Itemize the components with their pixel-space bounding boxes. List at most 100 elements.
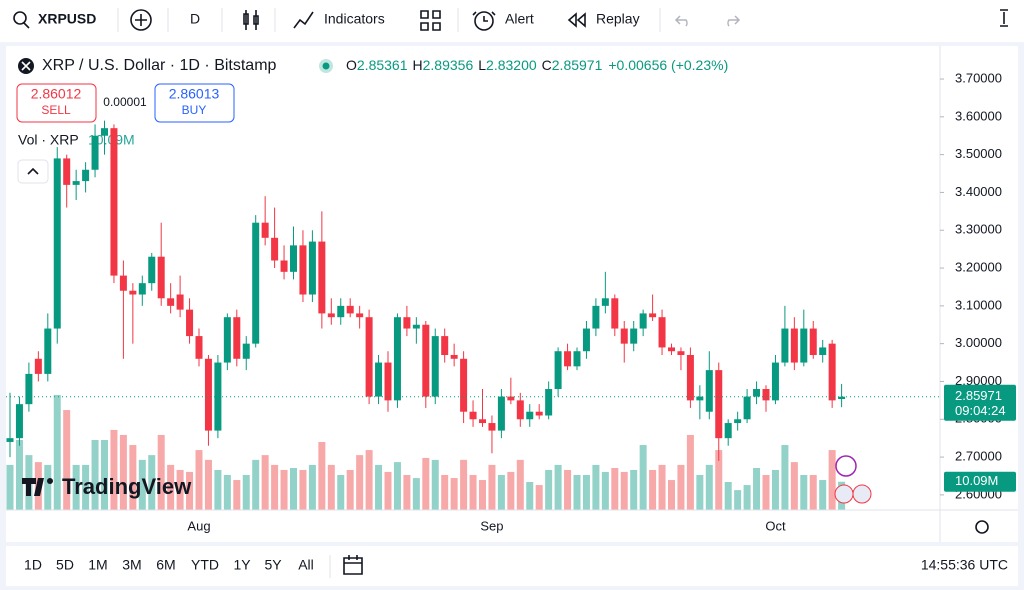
candle-body <box>290 245 297 272</box>
volume-bar <box>327 464 335 510</box>
candle-body <box>771 362 779 401</box>
volume-bar <box>44 464 52 510</box>
candle-body <box>696 396 704 401</box>
candle-body <box>743 396 751 420</box>
volume-bar <box>252 459 260 510</box>
volume-bar <box>6 464 14 510</box>
interval[interactable]: D <box>190 11 200 27</box>
panel-icon[interactable] <box>1000 9 1008 27</box>
sell-button[interactable] <box>16 83 97 123</box>
indicators-icon[interactable] <box>293 11 314 29</box>
volume-bar <box>82 464 90 510</box>
event-flag[interactable] <box>834 484 854 504</box>
range-button[interactable]: 3M <box>122 557 141 573</box>
volume-bar <box>753 468 761 510</box>
candle-body <box>828 343 836 401</box>
candle-body <box>119 275 127 291</box>
range-button[interactable]: 1Y <box>233 557 251 573</box>
range-button[interactable]: YTD <box>191 557 219 573</box>
search-icon[interactable] <box>13 11 27 25</box>
candle-body <box>790 328 798 363</box>
volume-bar <box>497 475 505 510</box>
change: +0.00656 (+0.23%) <box>608 57 728 73</box>
range-button[interactable]: 5D <box>56 557 74 573</box>
event-flag[interactable] <box>852 484 872 504</box>
volume-bar <box>762 475 770 510</box>
volume-bar <box>393 462 401 510</box>
candle-body <box>252 222 260 344</box>
candle-body <box>91 135 99 170</box>
candle-body <box>592 305 600 329</box>
volume-bar <box>573 475 581 510</box>
symbol[interactable]: XRPUSD <box>38 11 96 27</box>
layouts-icon[interactable] <box>420 10 441 31</box>
candle-body <box>450 355 458 359</box>
range-button[interactable]: 6M <box>156 557 175 573</box>
candle-body <box>620 328 628 344</box>
last-price-label: 2.85971 <box>955 388 1002 403</box>
candle-body <box>148 256 156 284</box>
volume-bar <box>469 475 477 510</box>
volume-bar <box>129 445 137 510</box>
candle-body <box>204 358 212 431</box>
plus-icon <box>135 14 147 26</box>
last-price-box <box>944 384 1016 421</box>
alert-icon[interactable] <box>474 11 494 31</box>
volume-bar <box>686 434 694 510</box>
candle-body <box>157 256 165 299</box>
replay-icon[interactable] <box>567 12 586 28</box>
countdown: 09:04:24 <box>955 403 1006 418</box>
candle-body <box>63 158 71 185</box>
candle-body <box>838 396 846 400</box>
y-tick-label: 3.00000 <box>955 335 1002 350</box>
volume-bar <box>441 475 449 510</box>
buy-price: 2.86013 <box>169 86 220 102</box>
y-tick-label: 3.70000 <box>955 70 1002 85</box>
candle-body <box>176 294 184 310</box>
candle-body <box>82 169 90 182</box>
low-value: 2.83200 <box>486 57 537 73</box>
y-tick-label: 2.70000 <box>955 449 1002 464</box>
redo-button[interactable] <box>727 15 741 27</box>
compare-button[interactable] <box>130 9 152 31</box>
alert-button[interactable]: Alert <box>505 11 534 27</box>
replay-button[interactable]: Replay <box>596 11 640 27</box>
volume-bar <box>526 482 534 510</box>
volume-legend: Vol · XRP <box>18 132 79 148</box>
volume-bar <box>261 455 269 510</box>
range-button[interactable]: All <box>298 557 314 573</box>
indicators-button[interactable]: Indicators <box>324 11 385 27</box>
volume-bar <box>696 475 704 510</box>
buy-button[interactable] <box>154 83 235 123</box>
candle-body <box>507 396 515 401</box>
volume-bar <box>649 469 657 510</box>
volume-bar <box>101 440 108 510</box>
candle-body <box>762 389 770 401</box>
collapse-button[interactable] <box>17 159 49 184</box>
range-button[interactable]: 5Y <box>264 557 282 573</box>
date-range-icon[interactable] <box>343 555 363 575</box>
candle-body <box>25 373 33 405</box>
settings-button[interactable] <box>975 520 989 534</box>
candle-body <box>53 158 61 329</box>
volume-bar <box>535 485 543 510</box>
volume-bar <box>582 475 590 510</box>
watermark-logo <box>47 478 53 484</box>
volume-bar <box>308 464 316 510</box>
candle-body <box>460 358 468 412</box>
range-button[interactable]: 1M <box>88 557 107 573</box>
candle-body <box>497 396 505 431</box>
volume-bar <box>639 445 647 510</box>
candle-body <box>564 351 572 367</box>
range-button[interactable]: 1D <box>24 557 42 573</box>
event-icon[interactable] <box>835 455 857 477</box>
candle-body <box>781 328 789 363</box>
chart-type-icon[interactable] <box>243 10 259 30</box>
undo-button[interactable] <box>674 15 688 27</box>
candle-body <box>412 324 420 329</box>
candle-body <box>526 411 534 420</box>
volume-bar <box>271 464 279 510</box>
candle-body <box>668 347 675 352</box>
volume-bar <box>138 459 146 510</box>
